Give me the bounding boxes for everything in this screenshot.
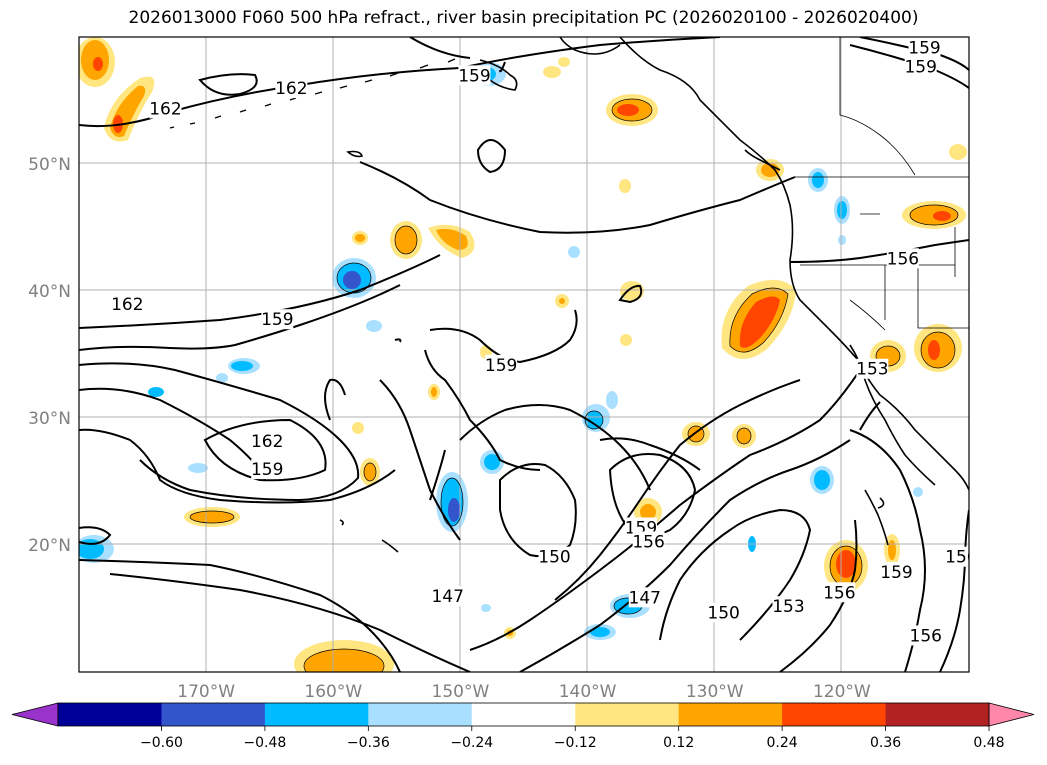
contour-label-halo xyxy=(945,546,969,567)
contour-label: 156 xyxy=(910,626,942,646)
lon-label: 120°W xyxy=(813,682,871,702)
contour-label-halo xyxy=(909,625,942,646)
lat-label: 30°N xyxy=(28,409,71,429)
contour-label-halo xyxy=(251,431,284,452)
map-area: 1621621591591591621591561531591621591501… xyxy=(79,37,977,672)
graticule xyxy=(79,37,969,672)
latitude-labels: 50°N 40°N 30°N 20°N xyxy=(28,155,71,556)
pc-contour-outlines xyxy=(189,98,959,672)
colorbar-segment xyxy=(264,703,369,726)
contour-label: 159 xyxy=(880,563,912,583)
contour-label: 162 xyxy=(149,99,181,119)
colorbar-segment xyxy=(471,703,576,726)
contour-label-halo xyxy=(149,98,182,119)
colorbar-tick-label: 0.24 xyxy=(767,735,798,751)
contour-label: 162 xyxy=(251,432,283,452)
lon-label: 170°W xyxy=(177,682,235,702)
map-frame xyxy=(78,36,970,673)
contour-label-halo xyxy=(772,596,805,617)
contour-label: 162 xyxy=(111,295,143,315)
colorbar-segment xyxy=(782,703,887,726)
colorbar-segment xyxy=(161,703,266,726)
contour-label: 159 xyxy=(458,66,490,86)
colorbar-tick-label: −0.48 xyxy=(243,735,286,751)
contour-label: 150 xyxy=(707,604,739,624)
contour-label-halo xyxy=(908,37,941,58)
contour-label-halo xyxy=(538,546,571,567)
contour-label: 153 xyxy=(772,597,804,617)
contour-label-halo xyxy=(707,602,740,623)
lon-label: 160°W xyxy=(304,682,362,702)
contour-label: 159 xyxy=(908,38,940,58)
contour-label-halo xyxy=(275,78,308,99)
lat-label: 20°N xyxy=(28,536,71,556)
contour-labels: 1621621591591591621591561531591621591501… xyxy=(111,37,977,646)
colorbar-frame xyxy=(57,702,990,727)
map-title: 2026013000 F060 500 hPa refract., river … xyxy=(128,8,919,28)
contour-label: 147 xyxy=(629,588,661,608)
positive-anomaly-subtropics xyxy=(184,422,900,672)
country-borders xyxy=(795,37,969,331)
contour-label: 153 xyxy=(856,360,888,380)
colorbar-segment xyxy=(678,703,783,726)
contour-label-halo xyxy=(856,358,889,379)
contour-label: 156 xyxy=(632,532,664,552)
colorbar-tick-label: −0.24 xyxy=(450,735,493,751)
contour-label: 162 xyxy=(275,79,307,99)
contour-label-halo xyxy=(886,248,919,269)
lon-label: 140°W xyxy=(559,682,617,702)
colorbar-segment xyxy=(885,703,990,726)
colorbar-tick-label: 0.36 xyxy=(870,735,901,751)
contour-label-halo xyxy=(261,309,294,330)
contour-label-halo xyxy=(904,56,937,77)
colorbar-extend-low xyxy=(11,702,59,727)
colorbar-tick-label: −0.36 xyxy=(347,735,390,751)
colorbar-segment xyxy=(368,703,473,726)
contour-label-halo xyxy=(458,65,491,86)
lat-label: 50°N xyxy=(28,155,71,175)
lon-label: 150°W xyxy=(432,682,490,702)
colorbar-segment xyxy=(575,703,680,726)
colorbar-tick-label: −0.12 xyxy=(554,735,597,751)
contour-label: 150 xyxy=(538,548,570,568)
colorbar-tick-label: 0.48 xyxy=(973,735,1004,751)
contour-label-halo xyxy=(880,561,913,582)
contour-label-halo xyxy=(431,586,464,607)
contour-label: 156 xyxy=(887,249,919,269)
contour-label: 159 xyxy=(485,356,517,376)
contour-label-halo xyxy=(251,459,284,480)
contour-label-halo xyxy=(485,354,518,375)
contour-label: 159 xyxy=(251,460,283,480)
lon-label: 130°W xyxy=(686,682,744,702)
colorbar: −0.60 −0.48 −0.36 −0.24 −0.12 0.12 0.24 0.36 0.4… xyxy=(11,702,1035,751)
colorbar-tick-label: 0.12 xyxy=(663,735,694,751)
contour-label: 159 xyxy=(904,57,936,77)
positive-anomaly-bc xyxy=(756,144,967,229)
contour-label: 156 xyxy=(945,548,977,568)
longitude-labels: 170°W 160°W 150°W 140°W 130°W 120°W xyxy=(177,682,871,702)
contour-label-halo xyxy=(632,531,665,552)
colorbar-extend-high xyxy=(988,702,1035,727)
contour-label: 156 xyxy=(823,583,855,603)
contour-label-halo xyxy=(628,587,661,608)
contour-label-halo xyxy=(823,582,856,603)
colorbar-segment xyxy=(58,703,162,726)
contour-label: 159 xyxy=(261,310,293,330)
colorbar-tick-label: −0.60 xyxy=(140,735,183,751)
contour-label-halo xyxy=(111,293,144,314)
lat-label: 40°N xyxy=(28,282,71,302)
contour-label: 147 xyxy=(431,587,463,607)
positive-anomaly-aleutian xyxy=(79,37,115,87)
